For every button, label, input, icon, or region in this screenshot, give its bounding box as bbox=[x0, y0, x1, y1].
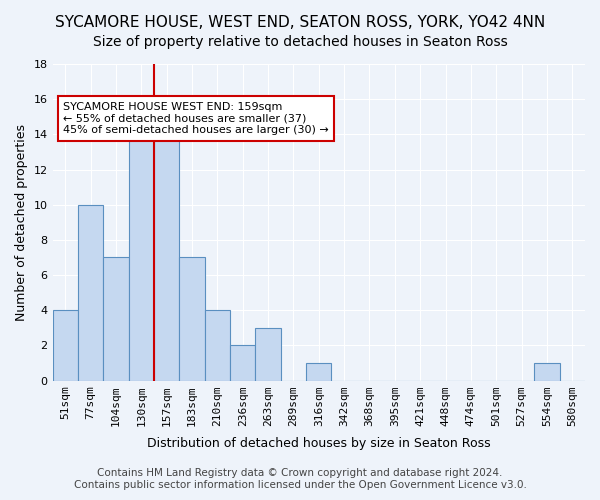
Bar bbox=[179, 258, 205, 380]
Bar bbox=[230, 346, 256, 380]
Bar bbox=[256, 328, 281, 380]
Bar bbox=[53, 310, 78, 380]
Bar bbox=[154, 134, 179, 380]
Text: Contains HM Land Registry data © Crown copyright and database right 2024.
Contai: Contains HM Land Registry data © Crown c… bbox=[74, 468, 526, 490]
Bar bbox=[306, 363, 331, 380]
X-axis label: Distribution of detached houses by size in Seaton Ross: Distribution of detached houses by size … bbox=[147, 437, 491, 450]
Bar bbox=[534, 363, 560, 380]
Text: SYCAMORE HOUSE, WEST END, SEATON ROSS, YORK, YO42 4NN: SYCAMORE HOUSE, WEST END, SEATON ROSS, Y… bbox=[55, 15, 545, 30]
Bar bbox=[128, 117, 154, 380]
Text: Size of property relative to detached houses in Seaton Ross: Size of property relative to detached ho… bbox=[92, 35, 508, 49]
Bar bbox=[103, 258, 128, 380]
Y-axis label: Number of detached properties: Number of detached properties bbox=[15, 124, 28, 321]
Bar bbox=[78, 204, 103, 380]
Text: SYCAMORE HOUSE WEST END: 159sqm
← 55% of detached houses are smaller (37)
45% of: SYCAMORE HOUSE WEST END: 159sqm ← 55% of… bbox=[63, 102, 329, 135]
Bar bbox=[205, 310, 230, 380]
